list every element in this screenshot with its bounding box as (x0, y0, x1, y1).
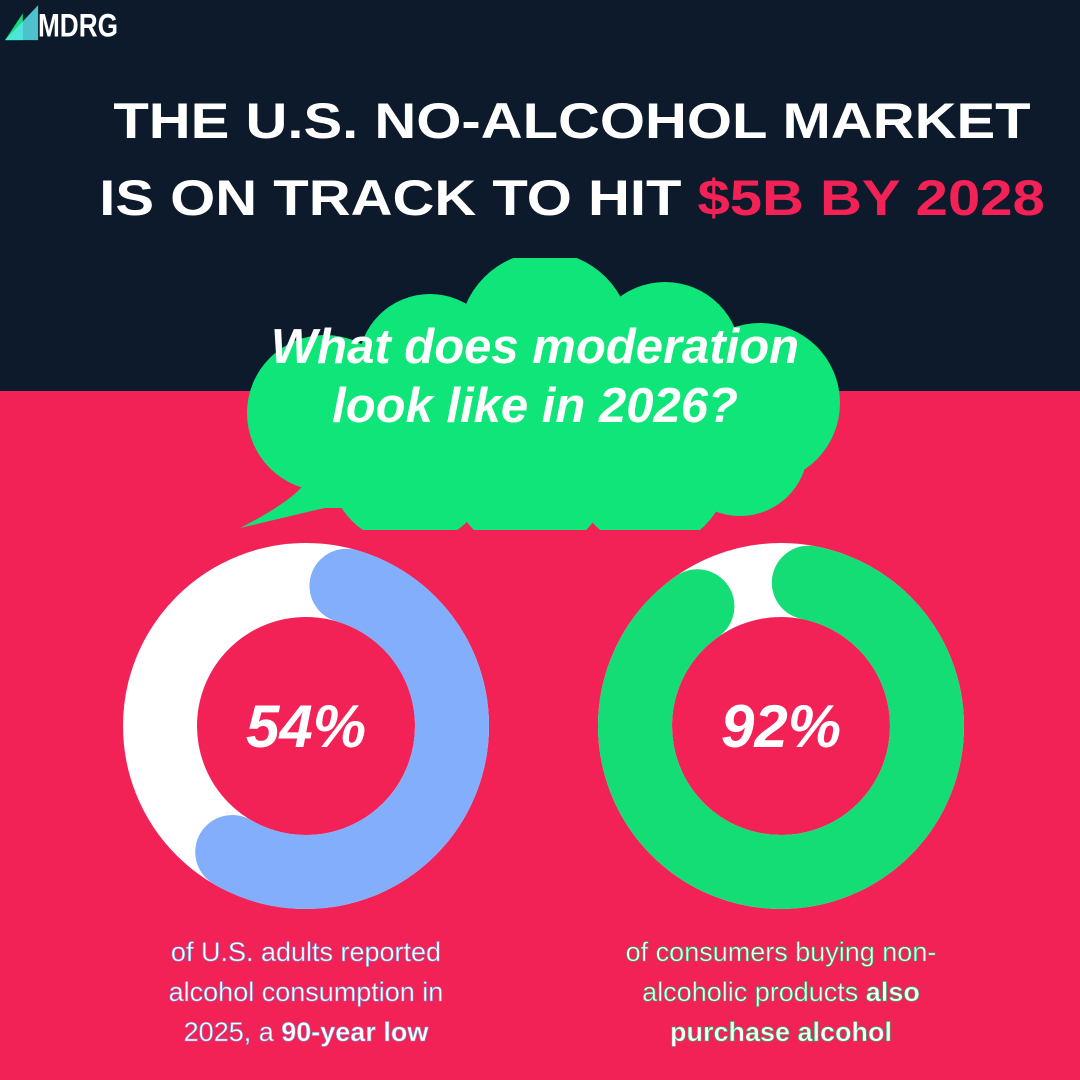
svg-text:MDRG: MDRG (38, 8, 118, 43)
